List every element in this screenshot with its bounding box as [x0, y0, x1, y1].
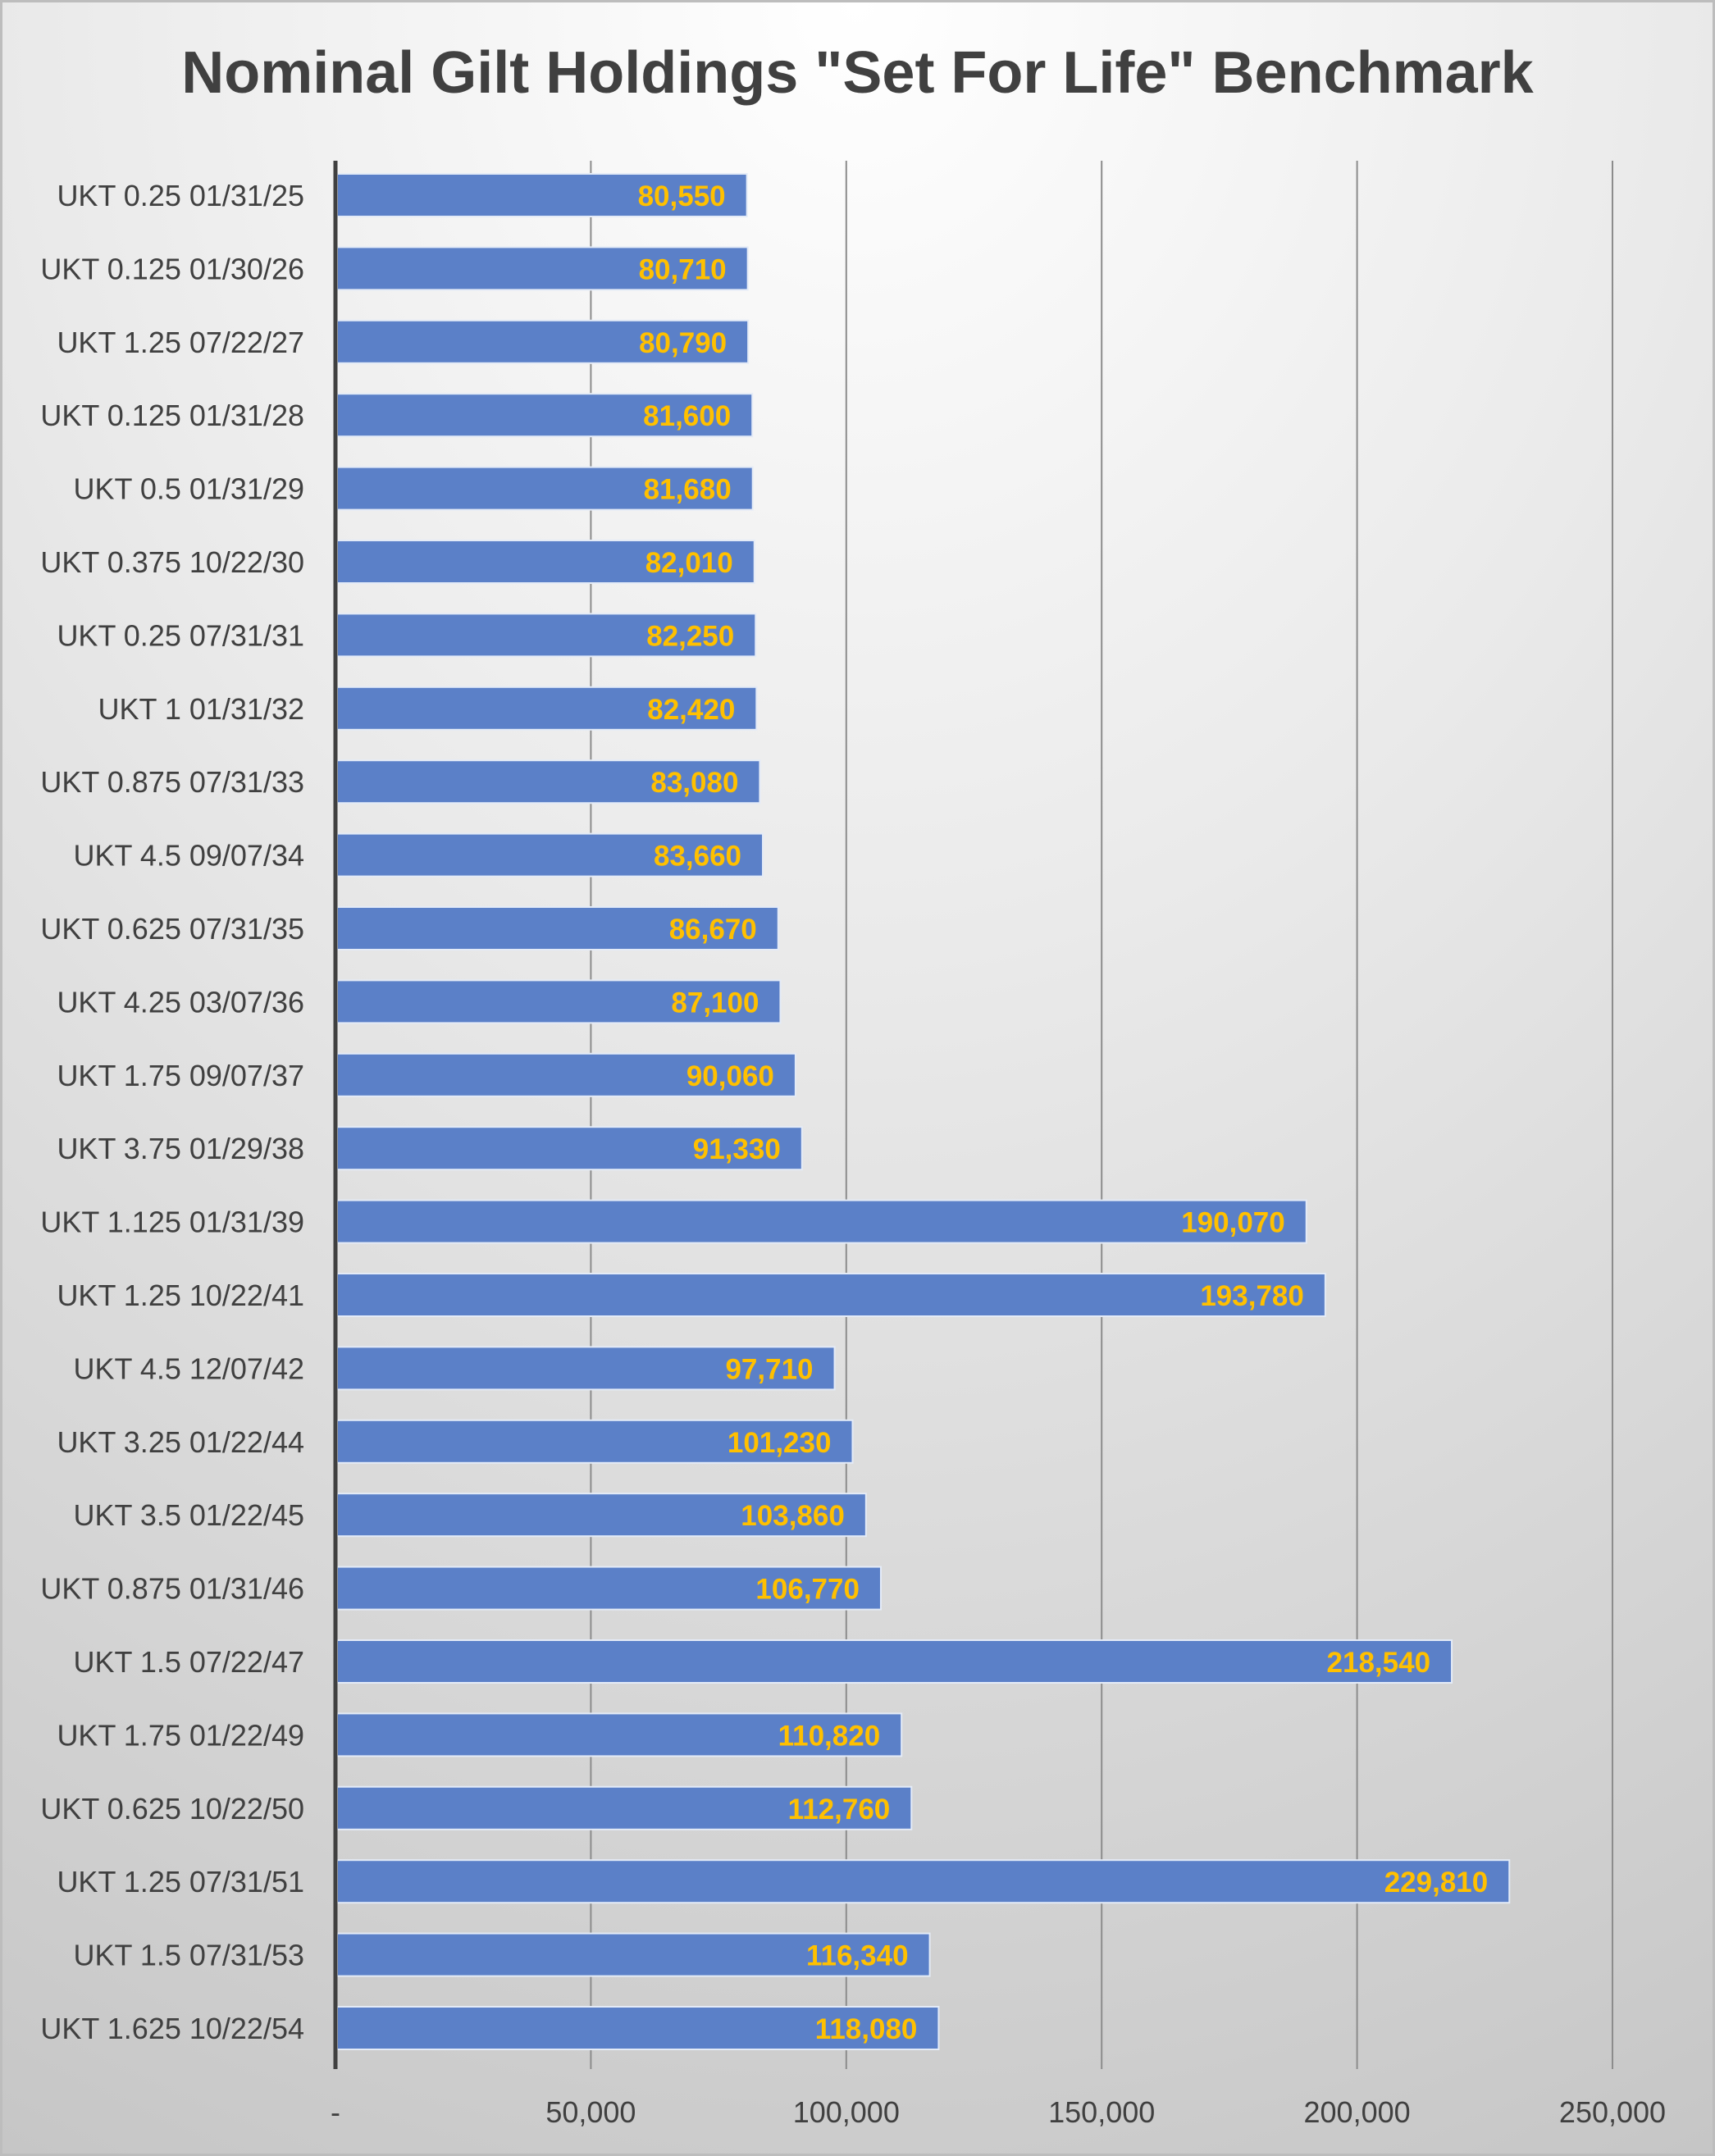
data-label: 118,080 — [815, 2013, 918, 2045]
bar — [336, 906, 779, 950]
category-label: UKT 1.125 01/31/39 — [40, 1206, 304, 1239]
category-label: UKT 1 01/31/32 — [98, 692, 304, 726]
data-label: 80,550 — [638, 180, 726, 212]
bar — [336, 1126, 803, 1171]
bar — [336, 540, 755, 584]
data-label: 97,710 — [725, 1353, 813, 1385]
data-label: 193,780 — [1200, 1280, 1304, 1312]
x-tick-label: 200,000 — [1304, 2095, 1411, 2129]
data-label: 83,660 — [654, 841, 741, 873]
data-label: 101,230 — [728, 1427, 832, 1459]
bar — [336, 613, 757, 658]
category-label: UKT 0.625 10/22/50 — [40, 1792, 304, 1826]
category-label: UKT 0.875 07/31/33 — [40, 765, 304, 799]
category-label: UKT 0.125 01/30/26 — [40, 252, 304, 285]
bar — [336, 2006, 940, 2050]
data-label: 82,250 — [646, 620, 734, 652]
bar — [336, 1199, 1307, 1244]
category-label: UKT 1.25 10/22/41 — [57, 1279, 304, 1312]
bar — [336, 319, 750, 364]
category-label: UKT 4.25 03/07/36 — [57, 985, 304, 1019]
bar — [336, 979, 782, 1024]
bars — [336, 173, 1511, 2050]
category-label: UKT 3.25 01/22/44 — [57, 1425, 304, 1459]
category-label: UKT 0.625 07/31/35 — [40, 912, 304, 946]
category-label: UKT 1.5 07/31/53 — [73, 1939, 304, 1972]
category-label: UKT 1.25 07/22/27 — [57, 326, 304, 359]
x-tick-label: 100,000 — [793, 2095, 900, 2129]
category-label: UKT 1.75 01/22/49 — [57, 1718, 304, 1752]
bar — [336, 393, 754, 438]
data-label: 82,420 — [647, 694, 735, 726]
bar — [336, 832, 764, 877]
x-tick-label: 250,000 — [1559, 2095, 1666, 2129]
gridlines — [590, 161, 1613, 2069]
data-label: 87,100 — [671, 987, 759, 1019]
category-label: UKT 0.25 07/31/31 — [57, 618, 304, 652]
x-tick-label: 150,000 — [1048, 2095, 1155, 2129]
data-label: 112,760 — [788, 1794, 891, 1826]
data-label: 90,060 — [686, 1060, 774, 1092]
bar — [336, 1859, 1511, 1904]
category-label: UKT 0.125 01/31/28 — [40, 399, 304, 432]
category-labels: UKT 0.25 01/31/25 UKT 0.125 01/30/26 UKT 1… — [40, 179, 304, 2045]
data-label: 83,080 — [650, 767, 738, 799]
data-label: 229,810 — [1384, 1867, 1489, 1898]
x-tick-label: - — [331, 2095, 340, 2129]
category-label: UKT 3.5 01/22/45 — [73, 1498, 304, 1532]
category-label: UKT 4.5 12/07/42 — [73, 1351, 304, 1385]
data-label: 218,540 — [1327, 1647, 1431, 1679]
data-label: 110,820 — [778, 1720, 881, 1752]
data-label: 80,710 — [639, 253, 727, 285]
data-label: 103,860 — [741, 1500, 845, 1532]
bar — [336, 1712, 903, 1757]
category-label: UKT 0.875 01/31/46 — [40, 1572, 304, 1606]
bar — [336, 1493, 867, 1538]
data-label: 190,070 — [1181, 1207, 1285, 1239]
data-label: 116,340 — [806, 1940, 909, 1972]
category-label: UKT 0.5 01/31/29 — [73, 472, 304, 506]
bar — [336, 1419, 854, 1464]
category-label: UKT 4.5 09/07/34 — [73, 839, 304, 873]
category-label: UKT 1.625 10/22/54 — [40, 2012, 304, 2045]
chart-title: Nominal Gilt Holdings "Set For Life" Ben… — [181, 40, 1534, 106]
category-label: UKT 0.25 01/31/25 — [57, 179, 304, 212]
data-label: 106,770 — [755, 1574, 860, 1606]
category-label: UKT 3.75 01/29/38 — [57, 1132, 304, 1165]
data-label: 81,680 — [644, 474, 732, 506]
bar — [336, 686, 758, 731]
bar — [336, 173, 748, 217]
data-label: 82,010 — [645, 547, 733, 579]
bar — [336, 759, 761, 805]
data-label: 80,790 — [639, 327, 727, 359]
data-label: 91,330 — [693, 1133, 781, 1165]
data-label: 81,600 — [643, 400, 731, 432]
category-label: UKT 1.25 07/31/51 — [57, 1865, 304, 1898]
category-label: UKT 0.375 10/22/30 — [40, 545, 304, 579]
category-label: UKT 1.5 07/22/47 — [73, 1645, 304, 1679]
bar — [336, 1566, 882, 1611]
bar — [336, 1785, 913, 1830]
bar — [336, 1273, 1326, 1317]
data-labels: 80,550 80,710 80,790 81,600 81,680 82,010 82,2… — [638, 180, 1489, 2045]
bar — [336, 466, 754, 511]
bar — [336, 1639, 1453, 1684]
category-label: UKT 1.75 09/07/37 — [57, 1059, 304, 1092]
data-label: 86,670 — [669, 914, 757, 946]
x-tick-label: 50,000 — [545, 2095, 636, 2129]
x-tick-labels: - 50,000 100,000 150,000 200,000 250,000 — [331, 2095, 1666, 2129]
